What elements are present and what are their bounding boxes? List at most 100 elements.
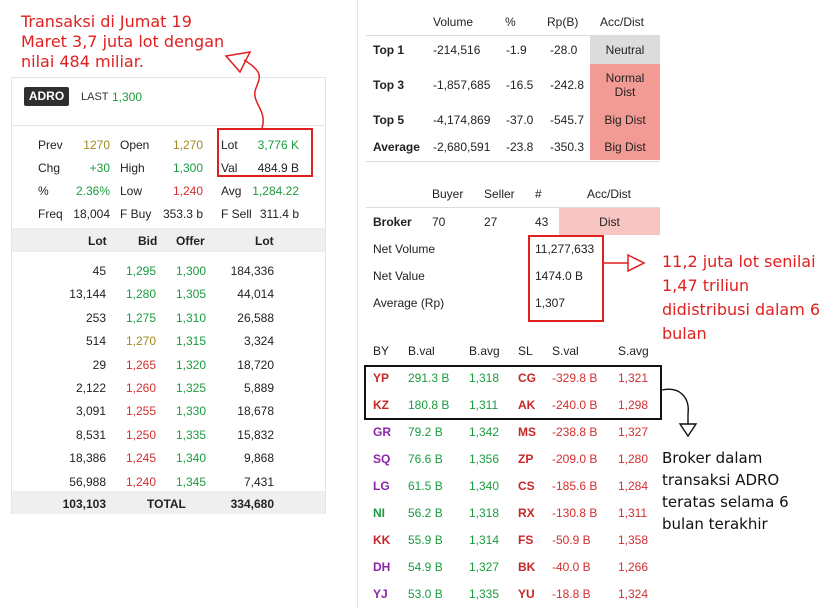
buyer-code: YP (373, 371, 390, 385)
accdist-status-badge: Big Dist (590, 106, 660, 133)
quote-panel (11, 77, 326, 514)
bavg-header: B.avg (469, 344, 500, 358)
seller-code: ZP (518, 452, 534, 466)
buyer-value: 54.9 B (408, 560, 443, 574)
accdist-pct: -23.8 (506, 139, 534, 154)
offer-price-cell: 1,345 (175, 474, 206, 489)
seller-avg: 1,321 (618, 371, 649, 385)
stat-value: +30 (89, 161, 110, 175)
offer-lot-cell: 18,720 (237, 357, 274, 372)
buyer-code: NI (373, 506, 385, 520)
divider (366, 207, 660, 208)
buyer-header: Buyer (432, 187, 464, 201)
last-price: 1,300 (112, 90, 143, 104)
offer-lot-cell: 3,324 (243, 334, 274, 349)
bid-lot-cell: 56,988 (69, 474, 106, 489)
offer-lot-cell: 7,431 (243, 474, 274, 489)
accdist-volume: -4,174,869 (433, 112, 491, 127)
accdist-status-badge: Big Dist (590, 133, 660, 160)
stat-value: 1,270 (172, 138, 203, 152)
offer-lot-cell: 9,868 (243, 451, 274, 466)
buyer-code: DH (373, 560, 391, 574)
bid-lot-cell: 18,386 (69, 451, 106, 466)
buyer-value: 79.2 B (408, 425, 443, 439)
net-value-label: Net Value (373, 269, 425, 283)
buyer-count: 70 (432, 215, 446, 229)
buyer-avg: 1,356 (469, 452, 500, 466)
stat-value: 1270 (83, 138, 110, 152)
accdist-pct: -1.9 (506, 43, 527, 57)
stat-value: 1,240 (172, 184, 203, 198)
ticker-badge[interactable]: ADRO (24, 87, 69, 106)
bid-price-cell: 1,255 (125, 404, 156, 419)
accdist-row-label: Top 1 (373, 43, 405, 57)
offer-price-cell: 1,335 (175, 427, 206, 442)
offer-lot-cell: 44,014 (237, 287, 274, 302)
divider (366, 35, 660, 36)
arrow-right-icon (604, 253, 646, 273)
offer-price-cell: 1,340 (175, 451, 206, 466)
highlight-box-top-brokers (364, 365, 662, 420)
accdist-rp: -242.8 (550, 78, 585, 92)
stat-label: % (38, 184, 49, 198)
seller-header: Seller (484, 187, 515, 201)
buyer-code: GR (373, 425, 391, 439)
seller-value: -329.8 B (552, 371, 598, 385)
stat-value: 18,004 (73, 207, 110, 221)
bid-price-cell: 1,265 (125, 357, 156, 372)
bid-price-cell: 1,295 (125, 264, 156, 278)
bid-price-cell: 1,245 (125, 451, 156, 466)
buyer-value: 61.5 B (408, 479, 443, 493)
annotation-line: Broker dalam (662, 449, 763, 467)
orderbook-total (12, 491, 325, 514)
bid-lot-cell: 3,091 (75, 404, 106, 419)
seller-value: -240.0 B (552, 398, 598, 412)
savg-header: S.avg (618, 344, 649, 358)
annotation-line: Maret 3,7 juta lot dengan (21, 32, 225, 51)
buyer-avg: 1,327 (469, 560, 500, 574)
average-value: 1,307 (535, 296, 566, 310)
seller-avg: 1,327 (618, 425, 649, 439)
annotation-line: bulan terakhir (662, 515, 768, 533)
seller-value: -185.6 B (552, 479, 598, 493)
annotation-line: teratas selama 6 (662, 493, 789, 511)
accdist-header: Acc/Dist (600, 15, 645, 29)
stat-label: Val (221, 161, 238, 175)
buyer-value: 56.2 B (408, 506, 443, 520)
count-header: # (535, 187, 542, 201)
seller-value: -209.0 B (552, 452, 598, 466)
bid-price-cell: 1,250 (125, 427, 156, 442)
highlight-box-lot-val (217, 128, 313, 177)
stat-label: Chg (38, 161, 61, 175)
accdist-volume: -2,680,591 (433, 139, 491, 154)
bid-lot-cell: 13,144 (69, 287, 106, 302)
stat-label: Prev (38, 138, 63, 152)
by-header: BY (373, 344, 390, 358)
buyer-code: LG (373, 479, 390, 493)
seller-avg: 1,324 (618, 587, 649, 601)
volume-header: Volume (433, 15, 474, 29)
accdist-volume: -1,857,685 (433, 78, 491, 92)
total-offer-lot: 334,680 (230, 497, 274, 511)
buyer-avg: 1,342 (469, 425, 500, 439)
accdist-pct: -16.5 (506, 78, 534, 92)
bid-lot-cell: 29 (92, 357, 106, 372)
annotation-line: transaksi ADRO (662, 471, 780, 489)
annotation-line: 11,2 juta lot senilai (662, 252, 816, 271)
bid-lot-header: Lot (88, 234, 107, 248)
seller-code: CS (518, 479, 535, 493)
seller-avg: 1,358 (618, 533, 649, 547)
buyer-value: 291.3 B (408, 371, 450, 385)
total-bid-lot: 103,103 (62, 497, 106, 511)
accdist-volume: -214,516 (433, 43, 481, 57)
seller-value: -40.0 B (552, 560, 591, 574)
accdist-rp: -350.3 (550, 139, 585, 154)
accdist-header: Acc/Dist (587, 187, 632, 201)
stat-value: 484.9 B (257, 161, 299, 175)
buyer-code: KK (373, 533, 391, 547)
seller-code: MS (518, 425, 536, 439)
offer-price-cell: 1,320 (175, 357, 206, 372)
offer-header: Offer (176, 234, 205, 248)
bid-price-cell: 1,260 (125, 381, 156, 395)
stat-value: 2.36% (75, 184, 110, 198)
